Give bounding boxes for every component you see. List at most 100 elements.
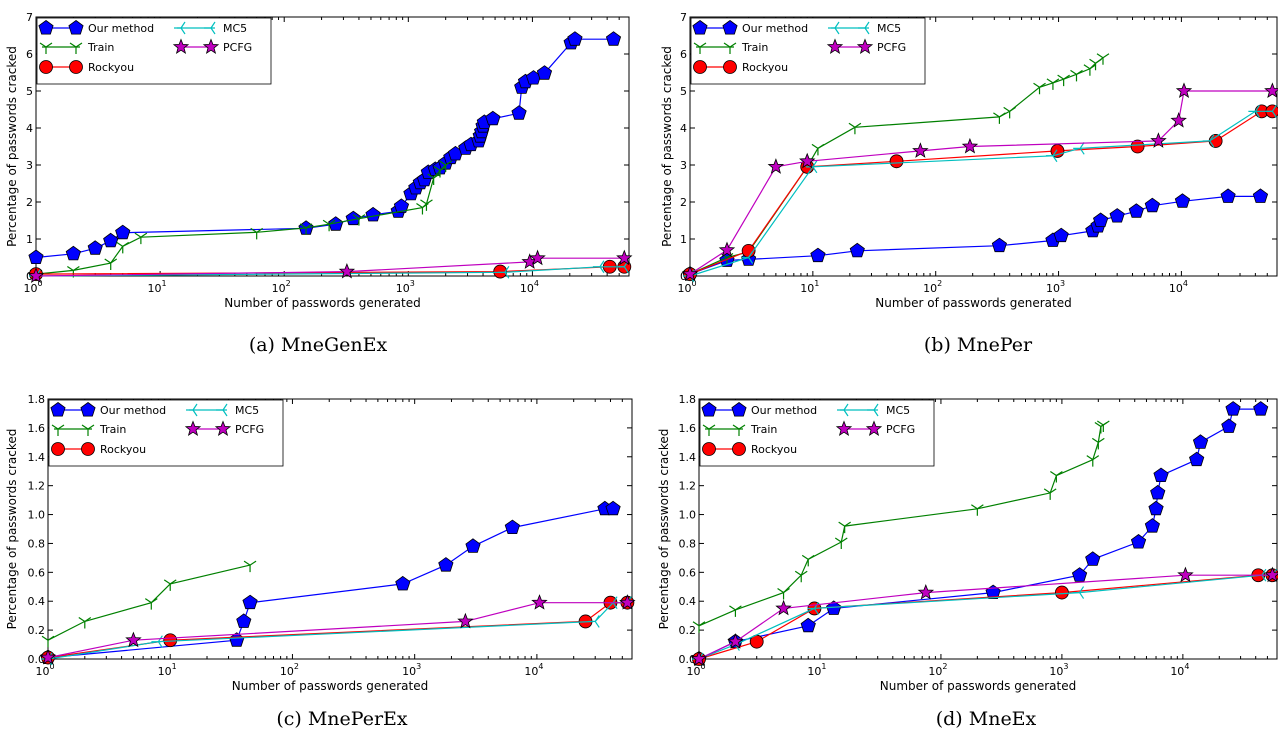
x-tick-exponent: 2	[942, 662, 947, 671]
panel-caption: (a) MneGenEx	[249, 334, 388, 356]
legend-marker	[202, 38, 220, 55]
series-train	[41, 560, 257, 648]
legend-marker	[865, 420, 883, 437]
y-tick-label: 0.6	[679, 566, 697, 579]
x-tick-exponent: 2	[286, 279, 291, 288]
y-tick-label: 1	[26, 233, 33, 246]
y-tick-label: 5	[26, 85, 33, 98]
x-tick-base: 10	[402, 665, 416, 678]
legend-label: Rockyou	[751, 443, 797, 456]
y-tick-label: 1	[680, 233, 687, 246]
data-point	[1033, 82, 1046, 95]
data-point	[236, 613, 252, 628]
data-point	[838, 521, 851, 534]
y-tick-label: 6	[680, 48, 687, 61]
data-point	[1003, 106, 1017, 119]
legend-marker	[867, 403, 879, 417]
data-point	[365, 206, 381, 222]
data-point	[1189, 451, 1205, 467]
series-line	[35, 266, 625, 277]
data-point	[1046, 78, 1060, 90]
x-tick-exponent: 4	[538, 662, 543, 671]
data-point	[848, 122, 862, 135]
legend-marker	[39, 60, 53, 74]
data-point	[1085, 551, 1101, 566]
data-point	[115, 224, 131, 240]
data-point	[1150, 132, 1167, 148]
data-point	[529, 249, 546, 266]
x-tick-label: 103	[1049, 662, 1068, 678]
legend-marker	[835, 420, 853, 437]
data-point	[1253, 401, 1269, 416]
data-point	[511, 105, 527, 120]
legend-marker	[51, 424, 65, 436]
data-point	[849, 242, 865, 258]
data-point	[243, 560, 257, 573]
data-point	[465, 538, 481, 553]
data-point	[799, 152, 816, 169]
data-point	[605, 31, 622, 46]
data-point	[605, 500, 621, 516]
x-tick-base: 10	[686, 665, 700, 678]
y-tick-label: 1.4	[28, 451, 46, 464]
data-point	[775, 599, 792, 616]
series-pcfg	[27, 249, 633, 284]
data-point	[497, 265, 510, 279]
legend-entry: PCFG	[835, 420, 915, 437]
series-line	[698, 424, 1104, 627]
series-line	[47, 508, 614, 659]
legend-entry: Rockyou	[702, 442, 797, 456]
legend-marker	[214, 420, 232, 437]
y-tick-label: 0.6	[28, 566, 46, 579]
series-train	[29, 160, 453, 282]
data-point	[39, 648, 57, 665]
legend-entry: PCFG	[184, 420, 264, 437]
data-point	[1071, 567, 1088, 582]
legend-marker	[69, 42, 83, 54]
legend-entry: Rockyou	[51, 442, 146, 456]
panel-caption: (c) MnePerEx	[276, 708, 408, 730]
data-point	[1057, 74, 1070, 87]
legend-label: MC5	[877, 22, 901, 35]
y-tick-label: 0.0	[679, 653, 697, 666]
data-point	[807, 602, 819, 615]
legend-label: Rockyou	[742, 61, 788, 74]
series-pcfg	[39, 594, 636, 665]
data-point	[727, 633, 744, 649]
data-point	[116, 241, 130, 254]
data-point	[1089, 58, 1102, 71]
data-point	[1144, 518, 1160, 533]
data-point	[427, 173, 440, 185]
data-point	[1109, 208, 1125, 223]
legend-marker	[81, 424, 95, 436]
x-tick-label: 100	[35, 662, 54, 678]
data-point	[1170, 111, 1187, 128]
data-point	[1043, 488, 1057, 500]
x-tick-label: 104	[1169, 279, 1188, 295]
data-point	[567, 31, 583, 46]
data-point	[690, 650, 708, 667]
legend-label: MC5	[235, 404, 259, 417]
data-point	[134, 232, 148, 245]
data-point	[1096, 420, 1110, 432]
y-tick-label: 0.4	[28, 595, 46, 608]
y-tick-label: 3	[26, 159, 33, 172]
series-line	[698, 574, 1273, 660]
legend-marker	[723, 60, 737, 74]
legend-marker	[174, 21, 186, 35]
x-tick-label: 101	[158, 662, 177, 678]
y-tick-label: 2	[680, 196, 687, 209]
legend: Our method Train Rockyou MC5 PCFG	[690, 17, 926, 85]
x-tick-exponent: 4	[1183, 279, 1188, 288]
legend-entry: Rockyou	[39, 60, 134, 74]
panel-caption: (b) MnePer	[924, 334, 1033, 356]
x-tick-base: 10	[1049, 665, 1063, 678]
x-tick-exponent: 0	[700, 662, 705, 671]
data-point	[27, 267, 45, 284]
x-tick-base: 10	[677, 282, 691, 295]
series-pcfg	[681, 82, 1278, 282]
data-point	[616, 249, 633, 266]
legend-entry: PCFG	[826, 38, 906, 55]
